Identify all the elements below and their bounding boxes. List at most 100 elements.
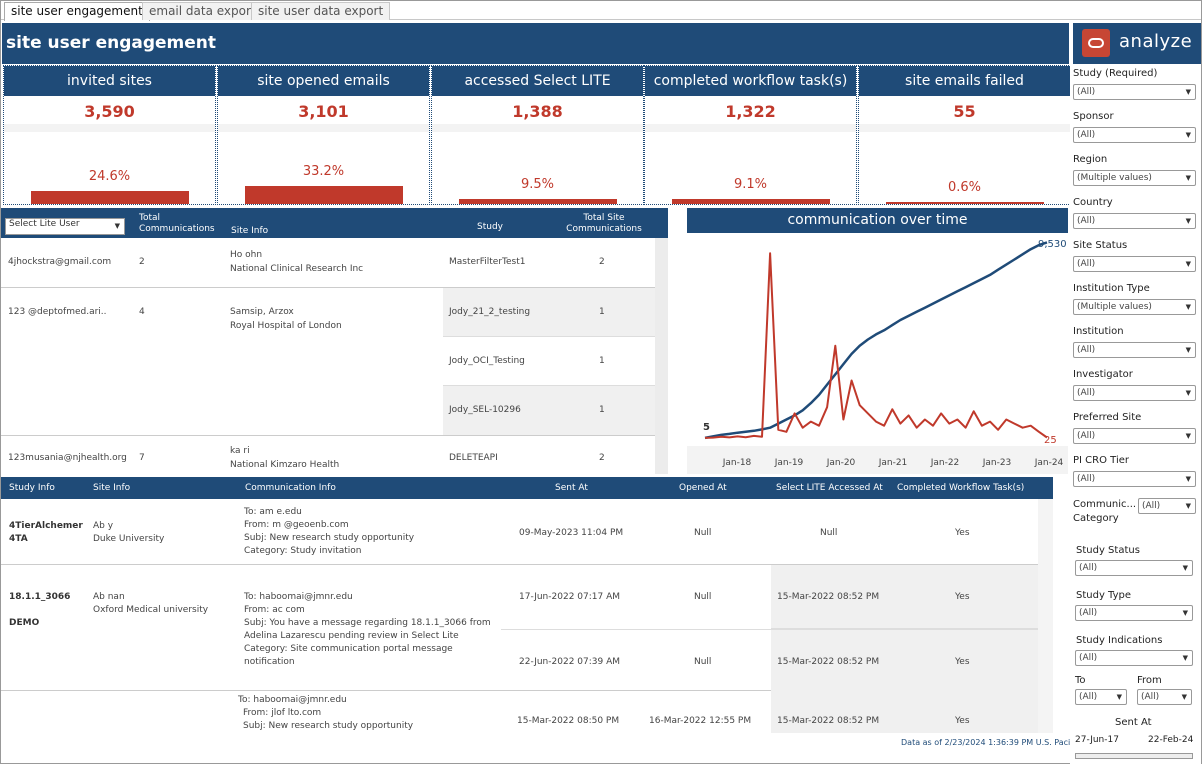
- table-row[interactable]: To: haboomai@jmnr.edu From: jlof lto.com…: [1, 691, 1038, 733]
- filter-dropdown[interactable]: (All) ▼: [1075, 605, 1193, 621]
- filter-dropdown[interactable]: (All) ▼: [1073, 342, 1196, 358]
- x-tick-label: Jan-24: [1034, 458, 1064, 468]
- series-end-label: 25: [1044, 435, 1057, 446]
- comm-from: From: ac com: [244, 605, 305, 615]
- tab-bar: site user engagement email data export s…: [1, 1, 1201, 21]
- tab-site-user-engagement[interactable]: site user engagement: [4, 2, 150, 21]
- filter-label: Site Status: [1073, 240, 1128, 251]
- chevron-down-icon: ▼: [1185, 346, 1191, 354]
- kpi-card: site opened emails 3,101 33.2%: [217, 65, 430, 205]
- table-row[interactable]: 18.1.1_3066 DEMO Ab nan Oxford Medical u…: [1, 565, 1038, 691]
- kpi-label: site emails failed: [859, 66, 1070, 96]
- study-count: 1: [599, 307, 605, 317]
- filter-label: Institution: [1073, 326, 1124, 337]
- filter-dropdown[interactable]: (All) ▼: [1073, 385, 1196, 401]
- tab-site-user-data-export[interactable]: site user data export: [251, 2, 391, 20]
- x-tick-label: Jan-22: [930, 458, 960, 468]
- filter-dropdown[interactable]: (All) ▼: [1073, 127, 1196, 143]
- filter-label: Study (Required): [1073, 68, 1158, 79]
- filter-label: Institution Type: [1073, 283, 1150, 294]
- table-row[interactable]: 123musania@njhealth.org 7 ka ri National…: [1, 436, 655, 474]
- site-org: National Clinical Research Inc: [230, 264, 364, 274]
- comm-category: Category: Study invitation: [244, 546, 362, 556]
- from-dropdown[interactable]: (All) ▼: [1137, 689, 1192, 705]
- col-site-info: Site Info: [93, 483, 131, 493]
- col-lite-accessed-at: Select LITE Accessed At: [776, 483, 883, 493]
- lite-accessed-at: Null: [820, 528, 838, 538]
- select-lite-user-dropdown[interactable]: Select Lite User ▼: [5, 218, 125, 235]
- filter-dropdown[interactable]: (Multiple values) ▼: [1073, 299, 1196, 315]
- filter-dropdown[interactable]: (Multiple values) ▼: [1073, 170, 1196, 186]
- filter-dropdown[interactable]: (All) ▼: [1073, 213, 1196, 229]
- comm-from: From: m @geoenb.com: [244, 520, 349, 530]
- filter-label: PI CRO Tier: [1073, 455, 1129, 466]
- chevron-down-icon: ▼: [1182, 609, 1188, 617]
- tab-email-data-export[interactable]: email data export: [142, 2, 263, 20]
- kpi-card: site emails failed 55 0.6%: [858, 65, 1071, 205]
- table-scrollbar[interactable]: [1038, 499, 1053, 733]
- sent-at: 09-May-2023 11:04 PM: [519, 528, 624, 538]
- chevron-down-icon: ▼: [1116, 693, 1122, 701]
- kpi-percent: 9.1%: [733, 177, 768, 192]
- filter-label: Country: [1073, 197, 1113, 208]
- chart-title: communication over time: [687, 208, 1068, 233]
- series-end-label: 9,530: [1038, 239, 1067, 250]
- filter-label: To: [1075, 675, 1086, 686]
- brand-area: analyze: [1072, 23, 1201, 64]
- communication-category-dropdown[interactable]: (All) ▼: [1138, 498, 1196, 514]
- filter-dropdown[interactable]: (All) ▼: [1073, 428, 1196, 444]
- to-dropdown[interactable]: (All) ▼: [1075, 689, 1127, 705]
- user-email: 123 @deptofmed.ari..: [8, 307, 107, 317]
- col-opened-at: Opened At: [679, 483, 727, 493]
- filter-dropdown[interactable]: (All) ▼: [1075, 650, 1193, 666]
- study-name: MasterFilterTest1: [449, 257, 526, 267]
- study-count: 1: [599, 405, 605, 415]
- filter-dropdown[interactable]: (All) ▼: [1073, 471, 1196, 487]
- table-row[interactable]: 4TierAlchemer 4TA Ab y Duke University T…: [1, 499, 1038, 565]
- kpi-percent: 9.5%: [520, 177, 555, 192]
- kpi-label: completed workflow task(s): [645, 66, 856, 96]
- communication-table-header: Study Info Site Info Communication Info …: [1, 477, 1053, 499]
- sent-at: 22-Jun-2022 07:39 AM: [519, 657, 620, 667]
- site-name: Ho ohn: [230, 250, 263, 260]
- kpi-bar: [459, 199, 617, 204]
- comm-from: From: jlof lto.com: [243, 708, 322, 718]
- x-tick-label: Jan-23: [982, 458, 1012, 468]
- filter-dropdown[interactable]: (All) ▼: [1075, 560, 1193, 576]
- communication-table: 4TierAlchemer 4TA Ab y Duke University T…: [1, 499, 1053, 733]
- study-alias: DEMO: [9, 618, 40, 628]
- kpi-card: invited sites 3,590 24.6%: [3, 65, 216, 205]
- filter-label: From: [1137, 675, 1162, 686]
- study-count: 2: [599, 453, 605, 463]
- lite-accessed-at: 15-Mar-2022 08:52 PM: [777, 716, 880, 726]
- user-table-header: Select Lite User ▼ Total Communications S…: [1, 208, 668, 238]
- series-start-label: 5: [703, 422, 710, 433]
- kpi-label: invited sites: [4, 66, 215, 96]
- table-row[interactable]: 4jhockstra@gmail.com 2 Ho ohn National C…: [1, 238, 655, 288]
- filter-dropdown[interactable]: (All) ▼: [1073, 84, 1196, 100]
- filter-label: Category: [1073, 513, 1119, 524]
- lite-accessed-at: 15-Mar-2022 08:52 PM: [777, 592, 880, 602]
- table-row[interactable]: 123 @deptofmed.ari.. 4 Samsip, Arzox Roy…: [1, 288, 655, 436]
- filter-panel: Study (Required) (All) ▼ Sponsor (All) ▼ Regio…: [1070, 65, 1201, 764]
- table-scrollbar[interactable]: [655, 238, 668, 474]
- kpi-card: accessed Select LITE 1,388 9.5%: [431, 65, 644, 205]
- oracle-logo-icon: [1082, 29, 1110, 57]
- study-name: Jody_SEL-10296: [449, 405, 521, 415]
- total-communications: 4: [139, 307, 145, 317]
- filter-label: Study Type: [1076, 590, 1132, 601]
- study-code: 4TierAlchemer: [9, 521, 83, 531]
- site-name: Samsip, Arzox: [230, 307, 294, 317]
- chevron-down-icon: ▼: [1185, 502, 1191, 510]
- kpi-value: 3,590: [84, 102, 135, 121]
- filter-dropdown[interactable]: (All) ▼: [1073, 256, 1196, 272]
- chevron-down-icon: ▼: [1181, 693, 1187, 701]
- study-code: 18.1.1_3066: [9, 592, 71, 602]
- filter-label: Communic...: [1073, 499, 1137, 510]
- col-workflow-tasks: Completed Workflow Task(s): [897, 483, 1025, 493]
- kpi-bar: [31, 191, 189, 204]
- site-name: ka ri: [230, 446, 250, 456]
- filter-label: Preferred Site: [1073, 412, 1142, 423]
- x-tick-label: Jan-21: [878, 458, 908, 468]
- date-range-slider[interactable]: [1075, 753, 1193, 759]
